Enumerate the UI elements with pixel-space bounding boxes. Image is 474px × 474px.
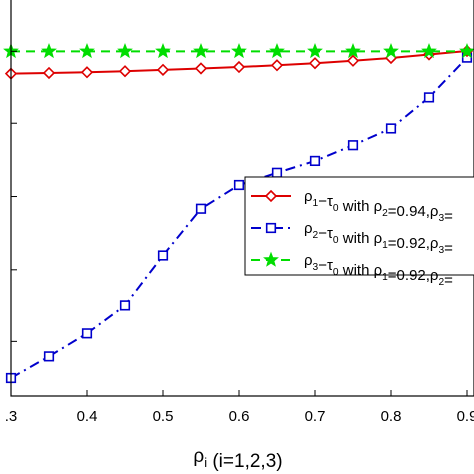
series-2-point	[157, 250, 169, 261]
series-1-point	[308, 57, 322, 70]
x-axis-label: ρi (i=1,2,3)	[193, 446, 282, 472]
legend-entry-2: ρ2−τ0 with ρ1=0.92,ρ3=	[251, 220, 453, 257]
series-3-point	[421, 43, 437, 59]
legend-marker	[263, 251, 279, 267]
axis-ticks	[10, 50, 468, 396]
legend-marker	[264, 189, 278, 203]
series-1-point	[80, 66, 94, 79]
series-2-point	[309, 155, 321, 167]
series-3-point	[79, 43, 95, 59]
legend: ρ1−τ0 with ρ2=0.94,ρ3=ρ2−τ0 with ρ1=0.92…	[244, 176, 474, 289]
series-1-point	[118, 65, 132, 78]
x-tick-labels: .3 0.4 0.5 0.6 0.7 0.8 0.9	[5, 408, 474, 425]
series-1-point	[42, 66, 56, 80]
legend-label: ρ3−τ0 with ρ1=0.92,ρ2=	[304, 252, 453, 289]
series-3-point	[117, 43, 133, 59]
series-2-point	[119, 300, 131, 311]
series-1-point	[156, 63, 170, 76]
series-3-point	[345, 43, 361, 59]
x-tick-label: 0.9	[457, 408, 474, 425]
series-1-point	[194, 62, 208, 75]
series-2-point	[233, 179, 245, 191]
series-2-point	[385, 123, 397, 134]
series-2-point	[271, 167, 283, 178]
series-2-point	[81, 328, 93, 339]
series-2-point	[195, 203, 207, 214]
series-3-point	[231, 43, 247, 59]
x-tick-label: 0.8	[381, 408, 402, 425]
series-3-point	[383, 43, 399, 59]
series-3-point	[193, 43, 209, 59]
plot-lines	[3, 43, 474, 384]
x-tick-label: 0.5	[153, 408, 174, 425]
legend-marker	[265, 222, 277, 234]
series-1-point	[270, 59, 284, 72]
series-1-point	[232, 60, 246, 74]
legend-label: ρ1−τ0 with ρ2=0.94,ρ3=	[304, 188, 453, 225]
series-1-point	[346, 54, 360, 67]
x-tick-label: .3	[5, 408, 18, 425]
x-tick-label: 0.4	[77, 408, 98, 425]
x-tick-label: 0.6	[229, 408, 250, 425]
legend-entry-3: ρ3−τ0 with ρ1=0.92,ρ2=	[251, 251, 453, 289]
legend-entry-1: ρ1−τ0 with ρ2=0.94,ρ3=	[251, 188, 453, 225]
legend-box	[244, 176, 474, 276]
series-2-point	[43, 351, 55, 362]
series-3	[3, 43, 474, 59]
series-3-point	[155, 43, 171, 59]
legend-label: ρ2−τ0 with ρ1=0.92,ρ3=	[304, 220, 453, 257]
x-tick-label: 0.7	[305, 408, 326, 425]
series-2-point	[347, 140, 359, 151]
series-3-point	[269, 43, 285, 59]
series-3-point	[41, 43, 57, 59]
series-3-point	[307, 43, 323, 59]
series-3-point	[459, 43, 474, 59]
series-2-point	[423, 92, 435, 103]
